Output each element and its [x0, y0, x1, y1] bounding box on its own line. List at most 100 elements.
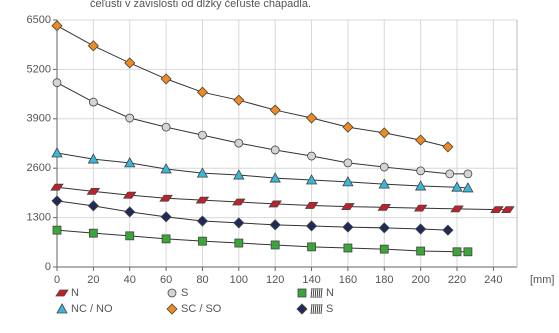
point	[269, 104, 281, 116]
point	[51, 195, 63, 207]
point	[270, 145, 280, 155]
point	[342, 176, 354, 187]
spring-coil	[312, 287, 315, 299]
point	[378, 127, 390, 139]
point	[87, 200, 99, 212]
y-tick-label: 6500	[27, 14, 51, 26]
spring-coil	[320, 287, 323, 299]
point	[196, 167, 209, 178]
series-line	[56, 229, 468, 253]
series-line	[56, 152, 468, 189]
spring-coil	[316, 287, 319, 299]
point	[124, 157, 136, 168]
point	[87, 153, 100, 164]
x-tick-label: 20	[87, 274, 99, 286]
x-tick-label: 80	[196, 274, 208, 286]
point	[342, 121, 354, 133]
point	[160, 163, 172, 174]
point	[86, 187, 101, 195]
point	[122, 191, 137, 199]
point	[415, 223, 427, 235]
point	[304, 202, 319, 209]
point	[50, 183, 64, 191]
spring-icon	[310, 287, 323, 299]
point	[125, 231, 135, 241]
point	[233, 169, 245, 180]
point	[124, 206, 136, 218]
series-line	[56, 25, 449, 148]
spring-coil	[310, 303, 313, 315]
point	[490, 206, 504, 214]
point	[451, 181, 463, 192]
point	[233, 94, 245, 106]
point	[196, 215, 209, 227]
x-tick-label: 40	[124, 274, 136, 286]
x-tick-label: 160	[339, 274, 357, 286]
point	[87, 40, 99, 52]
legend-label: SC / SO	[181, 303, 222, 315]
point	[125, 113, 135, 123]
point	[161, 234, 171, 244]
point	[159, 194, 173, 202]
spring-coil	[318, 303, 321, 315]
spring-coil	[314, 287, 317, 299]
point	[463, 247, 473, 257]
point	[88, 228, 98, 238]
chart-title: čeľusti v závislosti od dĺžky čeľuste ch…	[90, 0, 311, 10]
point	[416, 166, 426, 176]
point	[198, 236, 207, 246]
point	[305, 112, 318, 124]
point	[450, 205, 464, 213]
point	[442, 224, 454, 236]
point	[195, 196, 210, 204]
point	[462, 182, 474, 193]
series-line	[56, 200, 448, 231]
spring-coil	[320, 303, 323, 315]
point	[51, 147, 63, 158]
point	[88, 97, 98, 107]
point	[305, 220, 318, 232]
point	[377, 203, 392, 211]
x-tick-label: 0	[54, 274, 60, 286]
point	[341, 203, 355, 210]
point	[307, 242, 316, 252]
point	[413, 204, 428, 212]
point	[52, 78, 62, 88]
spring-coil	[318, 287, 321, 299]
point	[416, 246, 426, 256]
point	[297, 288, 307, 298]
y-tick-label: 2600	[27, 162, 51, 174]
point	[161, 122, 171, 132]
y-tick-label: 1300	[27, 212, 51, 224]
x-tick-label: 120	[266, 274, 284, 286]
point	[124, 57, 136, 69]
point	[379, 244, 389, 254]
point	[167, 288, 177, 298]
x-tick-label: 100	[230, 274, 248, 286]
point	[269, 172, 281, 183]
legend-label: S	[181, 287, 188, 299]
point	[442, 141, 454, 153]
point	[270, 240, 280, 250]
point	[160, 211, 172, 223]
x-tick-label: 140	[302, 274, 320, 286]
point	[234, 238, 244, 248]
legend-label: N	[71, 287, 79, 299]
point	[52, 225, 62, 235]
point	[198, 130, 207, 140]
series-line	[56, 186, 508, 211]
point	[463, 169, 473, 179]
point	[51, 20, 63, 32]
point	[414, 180, 427, 191]
x-tick-label: 60	[160, 274, 172, 286]
point	[56, 303, 68, 314]
spring-coil	[310, 287, 313, 299]
x-tick-label: 240	[484, 274, 502, 286]
legend-label: NC / NO	[71, 303, 113, 315]
point	[296, 303, 308, 315]
series-line	[56, 82, 468, 175]
point	[269, 219, 281, 231]
point	[415, 134, 427, 146]
point	[452, 247, 462, 257]
